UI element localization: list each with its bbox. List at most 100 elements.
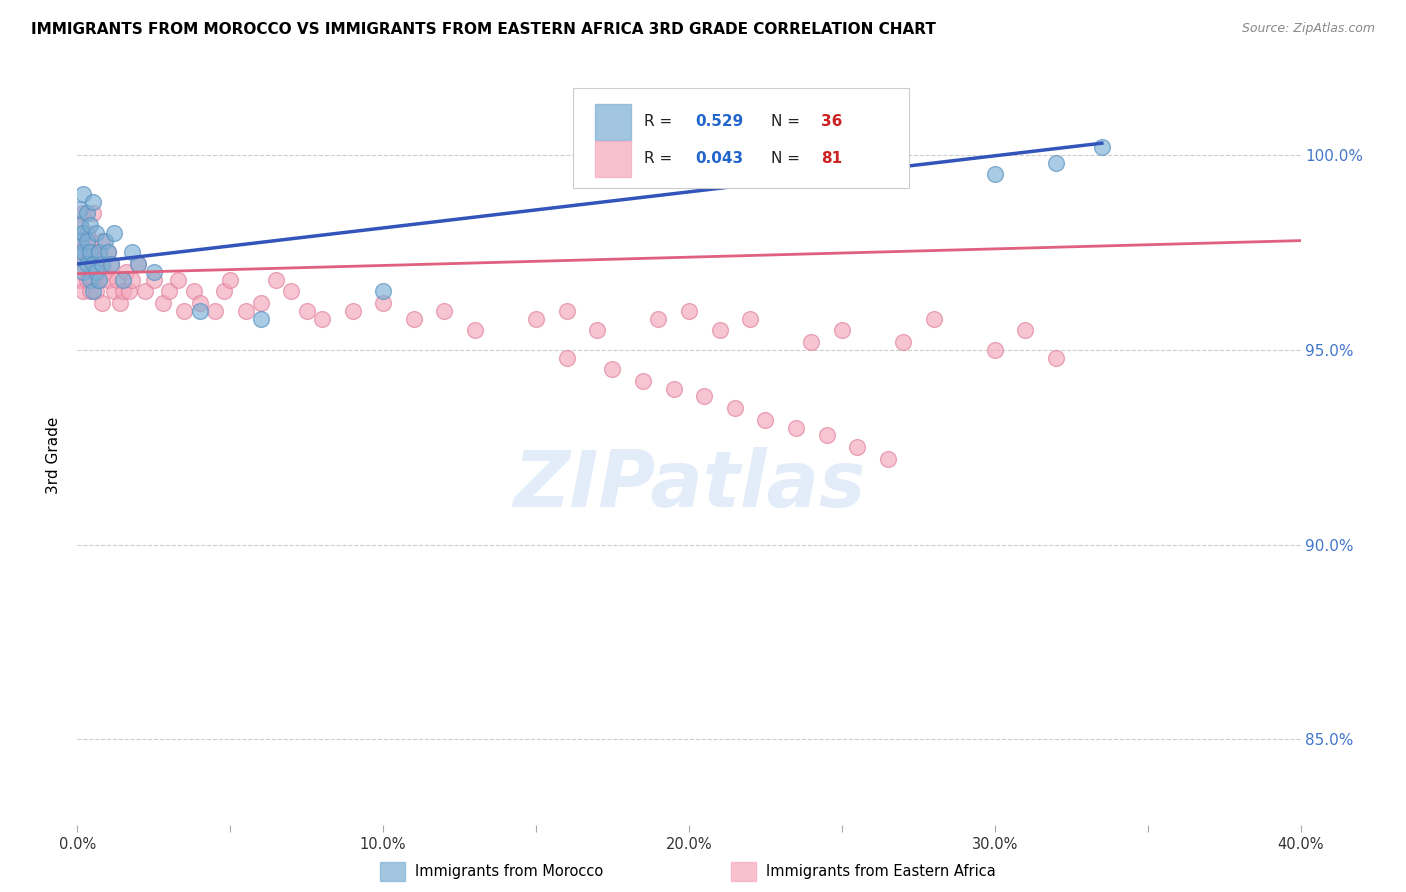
Point: [984, 167, 1007, 181]
Point: [72, 245, 94, 260]
Point: [524, 311, 547, 326]
Point: [79, 272, 101, 286]
Point: [79, 218, 101, 232]
Point: [212, 285, 235, 299]
Point: [433, 303, 456, 318]
Point: [103, 285, 125, 299]
Text: N =: N =: [770, 114, 804, 129]
Text: 36: 36: [821, 114, 842, 129]
Point: [785, 420, 807, 434]
Point: [84, 265, 107, 279]
Point: [586, 323, 609, 337]
Point: [631, 374, 654, 388]
Point: [82, 272, 104, 286]
Point: [250, 296, 273, 310]
Point: [127, 257, 149, 271]
Point: [371, 285, 394, 299]
Point: [76, 257, 98, 271]
Text: Immigrants from Eastern Africa: Immigrants from Eastern Africa: [766, 864, 995, 879]
Point: [79, 234, 101, 248]
Text: 0.529: 0.529: [695, 114, 744, 129]
Point: [121, 245, 143, 260]
Point: [1045, 351, 1067, 365]
Point: [678, 303, 700, 318]
Text: ZIPatlas: ZIPatlas: [513, 447, 865, 523]
Point: [82, 245, 104, 260]
Point: [72, 206, 94, 220]
Point: [84, 257, 107, 271]
Point: [108, 296, 131, 310]
Point: [984, 343, 1007, 357]
Point: [724, 401, 747, 416]
Point: [69, 218, 91, 232]
Point: [112, 285, 135, 299]
Point: [121, 272, 143, 286]
Text: 81: 81: [821, 152, 842, 166]
Point: [94, 265, 117, 279]
Point: [846, 440, 869, 454]
Point: [69, 245, 91, 260]
Point: [72, 257, 94, 271]
FancyBboxPatch shape: [572, 88, 910, 188]
Point: [82, 257, 104, 271]
Point: [94, 234, 117, 248]
Point: [76, 226, 98, 240]
Point: [134, 285, 156, 299]
Point: [100, 257, 122, 271]
Point: [69, 249, 91, 263]
Text: 0.043: 0.043: [695, 152, 744, 166]
Point: [1045, 155, 1067, 169]
Point: [100, 257, 122, 271]
Point: [69, 272, 91, 286]
Point: [555, 351, 578, 365]
Point: [76, 245, 98, 260]
Text: N =: N =: [770, 152, 804, 166]
Point: [402, 311, 425, 326]
Point: [173, 303, 195, 318]
Point: [90, 257, 112, 271]
Point: [76, 272, 98, 286]
Point: [167, 272, 190, 286]
Point: [72, 234, 94, 248]
Point: [264, 272, 287, 286]
Point: [69, 234, 91, 248]
Point: [87, 272, 110, 286]
Point: [647, 311, 669, 326]
Point: [112, 272, 135, 286]
Point: [87, 245, 110, 260]
Point: [115, 265, 138, 279]
Point: [815, 428, 838, 442]
Point: [204, 303, 226, 318]
Point: [72, 265, 94, 279]
Point: [188, 296, 211, 310]
Point: [295, 303, 318, 318]
Point: [76, 234, 98, 248]
Y-axis label: 3rd Grade: 3rd Grade: [46, 417, 62, 493]
Point: [79, 245, 101, 260]
Point: [90, 296, 112, 310]
Point: [219, 272, 242, 286]
Text: Immigrants from Morocco: Immigrants from Morocco: [415, 864, 603, 879]
Point: [90, 234, 112, 248]
Point: [87, 272, 110, 286]
Point: [754, 413, 776, 427]
Point: [76, 206, 98, 220]
Point: [118, 285, 141, 299]
Text: Source: ZipAtlas.com: Source: ZipAtlas.com: [1241, 22, 1375, 36]
Point: [87, 245, 110, 260]
Point: [280, 285, 302, 299]
Point: [555, 303, 578, 318]
Point: [142, 272, 165, 286]
Point: [922, 311, 945, 326]
Text: IMMIGRANTS FROM MOROCCO VS IMMIGRANTS FROM EASTERN AFRICA 3RD GRADE CORRELATION : IMMIGRANTS FROM MOROCCO VS IMMIGRANTS FR…: [31, 22, 936, 37]
Point: [250, 311, 273, 326]
Point: [72, 285, 94, 299]
Point: [342, 303, 364, 318]
Point: [82, 194, 104, 209]
Point: [84, 285, 107, 299]
Point: [84, 226, 107, 240]
Point: [693, 389, 716, 403]
Point: [371, 296, 394, 310]
Point: [69, 218, 91, 232]
Text: R =: R =: [644, 152, 676, 166]
